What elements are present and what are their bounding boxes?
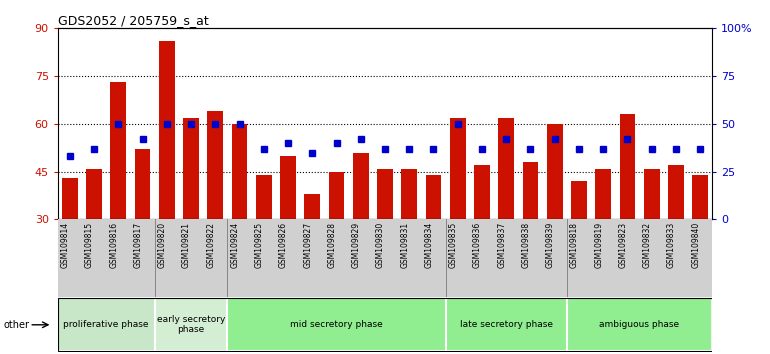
Bar bbox=[644, 169, 660, 219]
Bar bbox=[135, 149, 150, 219]
Text: other: other bbox=[4, 320, 30, 330]
Bar bbox=[227, 219, 252, 297]
Bar bbox=[571, 181, 587, 219]
Bar bbox=[227, 298, 446, 351]
Bar bbox=[498, 118, 514, 219]
Bar bbox=[664, 219, 688, 297]
Text: GSM109831: GSM109831 bbox=[400, 222, 409, 268]
Bar bbox=[58, 298, 155, 351]
Bar bbox=[159, 41, 175, 219]
Bar bbox=[252, 219, 276, 297]
Bar bbox=[470, 219, 494, 297]
Bar bbox=[668, 165, 684, 219]
Bar bbox=[474, 165, 490, 219]
Text: GSM109835: GSM109835 bbox=[449, 222, 457, 268]
Bar bbox=[179, 219, 203, 297]
Text: GSM109817: GSM109817 bbox=[133, 222, 142, 268]
Text: mid secretory phase: mid secretory phase bbox=[290, 320, 383, 329]
Bar bbox=[86, 169, 102, 219]
Text: early secretory
phase: early secretory phase bbox=[157, 315, 226, 335]
Bar bbox=[450, 118, 466, 219]
Text: GSM109821: GSM109821 bbox=[182, 222, 191, 268]
Bar bbox=[300, 219, 324, 297]
Text: GSM109829: GSM109829 bbox=[352, 222, 361, 268]
Bar bbox=[373, 219, 397, 297]
Text: GSM109834: GSM109834 bbox=[424, 222, 434, 268]
Bar bbox=[58, 219, 82, 297]
Bar bbox=[377, 169, 393, 219]
Text: GSM109828: GSM109828 bbox=[327, 222, 336, 268]
Bar bbox=[567, 298, 712, 351]
Bar bbox=[692, 175, 708, 219]
Text: GDS2052 / 205759_s_at: GDS2052 / 205759_s_at bbox=[58, 14, 209, 27]
Text: GSM109840: GSM109840 bbox=[691, 222, 700, 268]
Text: GSM109820: GSM109820 bbox=[158, 222, 167, 268]
Bar bbox=[256, 175, 272, 219]
Bar bbox=[446, 298, 567, 351]
Text: proliferative phase: proliferative phase bbox=[63, 320, 149, 329]
Bar bbox=[446, 219, 470, 297]
Text: GSM109825: GSM109825 bbox=[255, 222, 264, 268]
Bar bbox=[155, 298, 227, 351]
Bar bbox=[349, 219, 373, 297]
Bar bbox=[543, 219, 567, 297]
Text: GSM109815: GSM109815 bbox=[85, 222, 94, 268]
Text: ambiguous phase: ambiguous phase bbox=[600, 320, 680, 329]
Bar bbox=[62, 178, 78, 219]
Bar bbox=[130, 219, 155, 297]
Bar bbox=[397, 219, 421, 297]
Text: GSM109827: GSM109827 bbox=[303, 222, 313, 268]
Bar bbox=[421, 219, 446, 297]
Text: GSM109814: GSM109814 bbox=[61, 222, 70, 268]
Text: GSM109838: GSM109838 bbox=[521, 222, 531, 268]
Bar bbox=[304, 194, 320, 219]
Text: GSM109826: GSM109826 bbox=[279, 222, 288, 268]
Bar bbox=[547, 124, 563, 219]
Bar bbox=[207, 111, 223, 219]
Bar bbox=[401, 169, 417, 219]
Text: GSM109816: GSM109816 bbox=[109, 222, 119, 268]
Bar bbox=[640, 219, 664, 297]
Text: GSM109837: GSM109837 bbox=[497, 222, 506, 268]
Text: GSM109819: GSM109819 bbox=[594, 222, 603, 268]
Text: GSM109822: GSM109822 bbox=[206, 222, 216, 268]
Bar bbox=[183, 118, 199, 219]
Text: GSM109836: GSM109836 bbox=[473, 222, 482, 268]
Text: late secretory phase: late secretory phase bbox=[460, 320, 553, 329]
Bar bbox=[82, 219, 106, 297]
Text: GSM109833: GSM109833 bbox=[667, 222, 676, 268]
Text: GSM109824: GSM109824 bbox=[230, 222, 239, 268]
Bar bbox=[567, 219, 591, 297]
Bar bbox=[110, 82, 126, 219]
Bar bbox=[324, 219, 349, 297]
Bar bbox=[353, 153, 369, 219]
Bar bbox=[615, 219, 640, 297]
Bar bbox=[329, 172, 344, 219]
Bar bbox=[276, 219, 300, 297]
Text: GSM109830: GSM109830 bbox=[376, 222, 385, 268]
Text: GSM109832: GSM109832 bbox=[643, 222, 651, 268]
Bar bbox=[523, 162, 538, 219]
Bar bbox=[155, 219, 179, 297]
Text: GSM109823: GSM109823 bbox=[618, 222, 628, 268]
Bar bbox=[232, 124, 247, 219]
Bar bbox=[688, 219, 712, 297]
Bar bbox=[426, 175, 441, 219]
Bar bbox=[591, 219, 615, 297]
Bar bbox=[494, 219, 518, 297]
Bar bbox=[595, 169, 611, 219]
Bar bbox=[203, 219, 227, 297]
Text: GSM109818: GSM109818 bbox=[570, 222, 579, 268]
Bar bbox=[518, 219, 543, 297]
Bar bbox=[280, 156, 296, 219]
Bar bbox=[106, 219, 130, 297]
Bar bbox=[620, 114, 635, 219]
Text: GSM109839: GSM109839 bbox=[546, 222, 554, 268]
